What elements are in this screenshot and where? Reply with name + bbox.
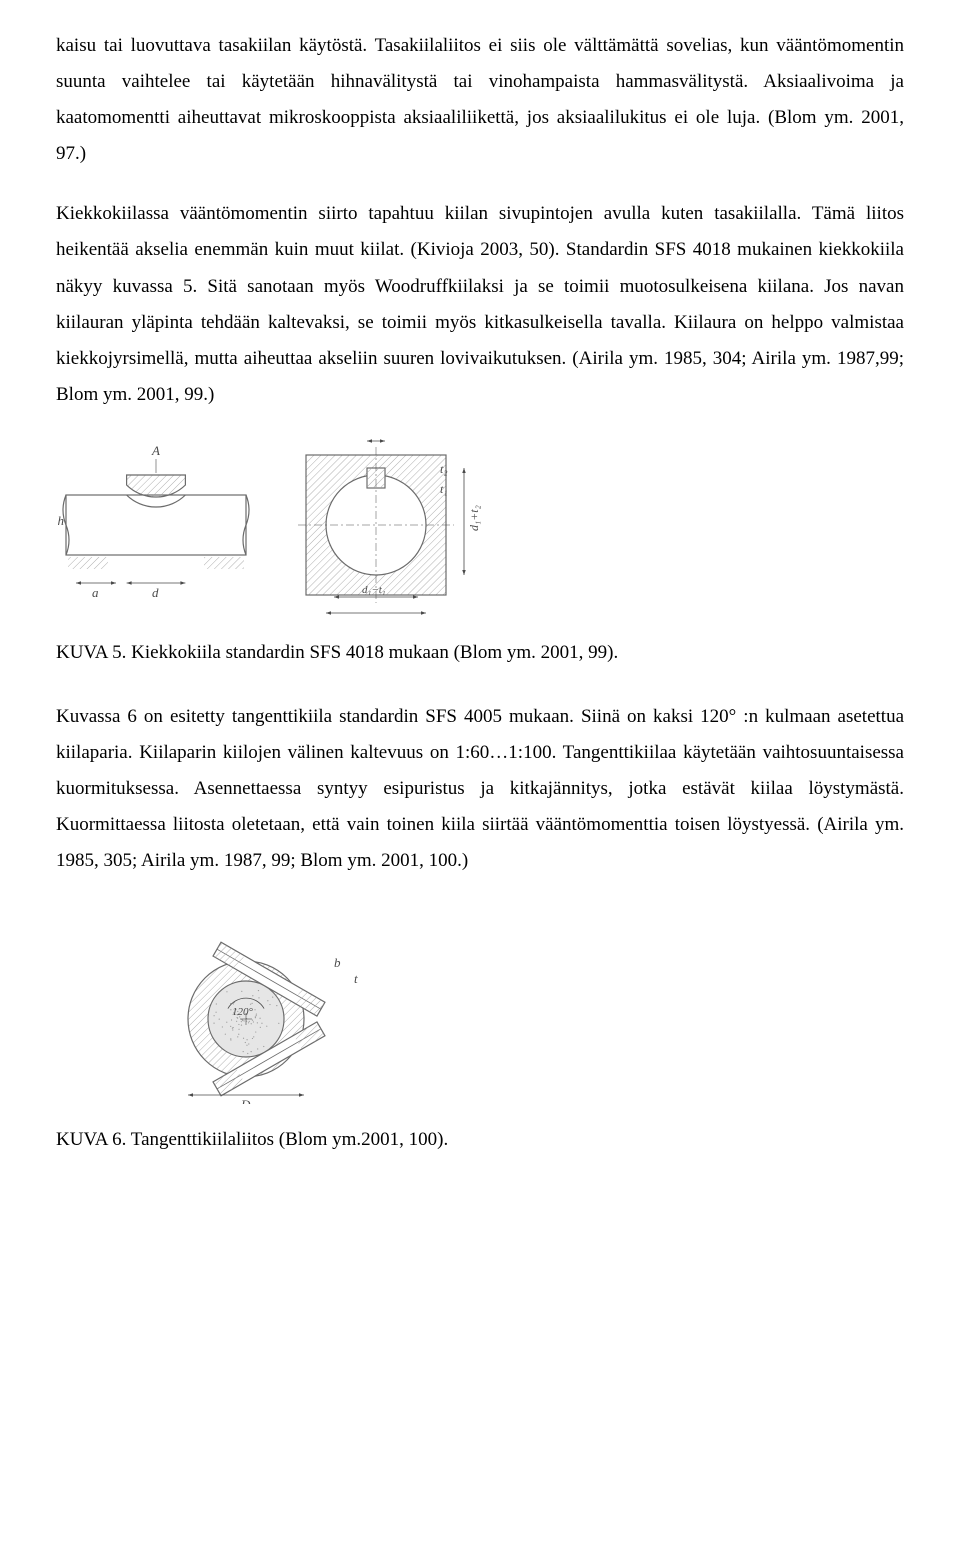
- svg-text:b: b: [373, 437, 380, 438]
- page: kaisu tai luovuttava tasakiilan käytöstä…: [0, 0, 960, 1561]
- figure-6-caption: KUVA 6. Tangenttikiilaliitos (Blom ym.20…: [56, 1122, 904, 1158]
- svg-text:d₁: d₁: [370, 615, 381, 617]
- svg-text:a: a: [92, 585, 99, 600]
- figure-5: Ah a d b t₂ t₁ d₁ d₁−t₁ d₁+t₂: [56, 437, 904, 617]
- svg-text:h: h: [58, 513, 65, 528]
- figure-6: 120°btDd: [56, 904, 904, 1104]
- paragraph-2: Kiekkokiilassa vääntömomentin siirto tap…: [56, 196, 904, 413]
- figure-5-caption: KUVA 5. Kiekkokiila standardin SFS 4018 …: [56, 635, 904, 671]
- svg-text:t: t: [354, 971, 358, 986]
- figure-5-svg: Ah a d b t₂ t₁ d₁ d₁−t₁ d₁+t₂: [56, 437, 486, 617]
- svg-text:b: b: [334, 955, 341, 970]
- svg-text:t₁: t₁: [440, 482, 448, 496]
- svg-text:d₁−t₁: d₁−t₁: [362, 584, 386, 596]
- figure-6-svg: 120°btDd: [56, 904, 486, 1104]
- svg-text:d₁+t₂: d₁+t₂: [467, 505, 481, 531]
- paragraph-1: kaisu tai luovuttava tasakiilan käytöstä…: [56, 28, 904, 172]
- svg-text:A: A: [151, 443, 160, 458]
- paragraph-3: Kuvassa 6 on esitetty tangenttikiila sta…: [56, 699, 904, 879]
- svg-text:t₂: t₂: [440, 462, 448, 476]
- svg-text:d: d: [152, 585, 159, 600]
- svg-text:D: D: [240, 1097, 251, 1104]
- svg-text:120°: 120°: [232, 1006, 254, 1018]
